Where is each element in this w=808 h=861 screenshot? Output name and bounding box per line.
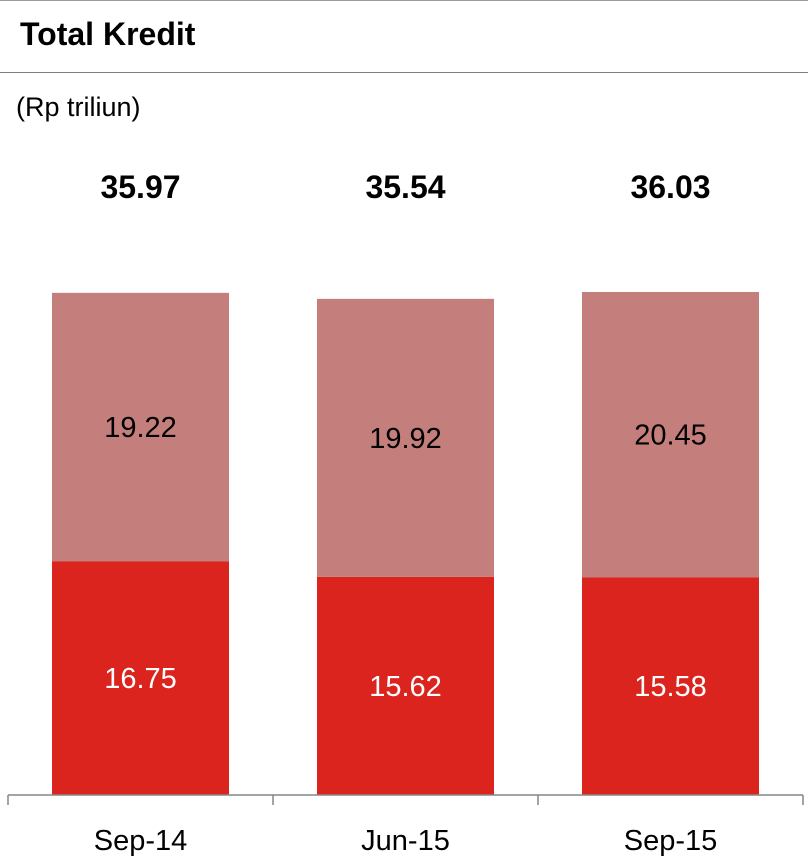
data-label-bottom: 15.62 xyxy=(369,671,442,703)
x-tick-label: Sep-14 xyxy=(94,825,188,857)
unit-label: (Rp triliun) xyxy=(16,92,141,122)
total-label: 36.03 xyxy=(630,169,710,205)
data-label-bottom: 16.75 xyxy=(104,663,177,695)
bar-segment-top xyxy=(317,298,494,577)
bar-segment-bottom xyxy=(317,576,494,795)
page-title: Total Kredit xyxy=(20,16,196,52)
total-label: 35.97 xyxy=(100,169,180,205)
top-border xyxy=(0,0,808,1)
x-tick-label: Sep-15 xyxy=(624,825,718,857)
bar-segment-bottom xyxy=(582,577,759,795)
title-divider xyxy=(0,72,808,73)
data-label-top: 19.22 xyxy=(104,412,177,444)
data-label-top: 20.45 xyxy=(634,420,707,452)
bar-segment-bottom xyxy=(52,561,229,795)
bar-segment-top xyxy=(582,292,759,578)
data-label-top: 19.92 xyxy=(369,423,442,455)
data-label-bottom: 15.58 xyxy=(634,671,707,703)
total-label: 35.54 xyxy=(365,169,445,205)
bar-segment-top xyxy=(52,292,229,562)
x-tick-label: Jun-15 xyxy=(361,825,450,857)
